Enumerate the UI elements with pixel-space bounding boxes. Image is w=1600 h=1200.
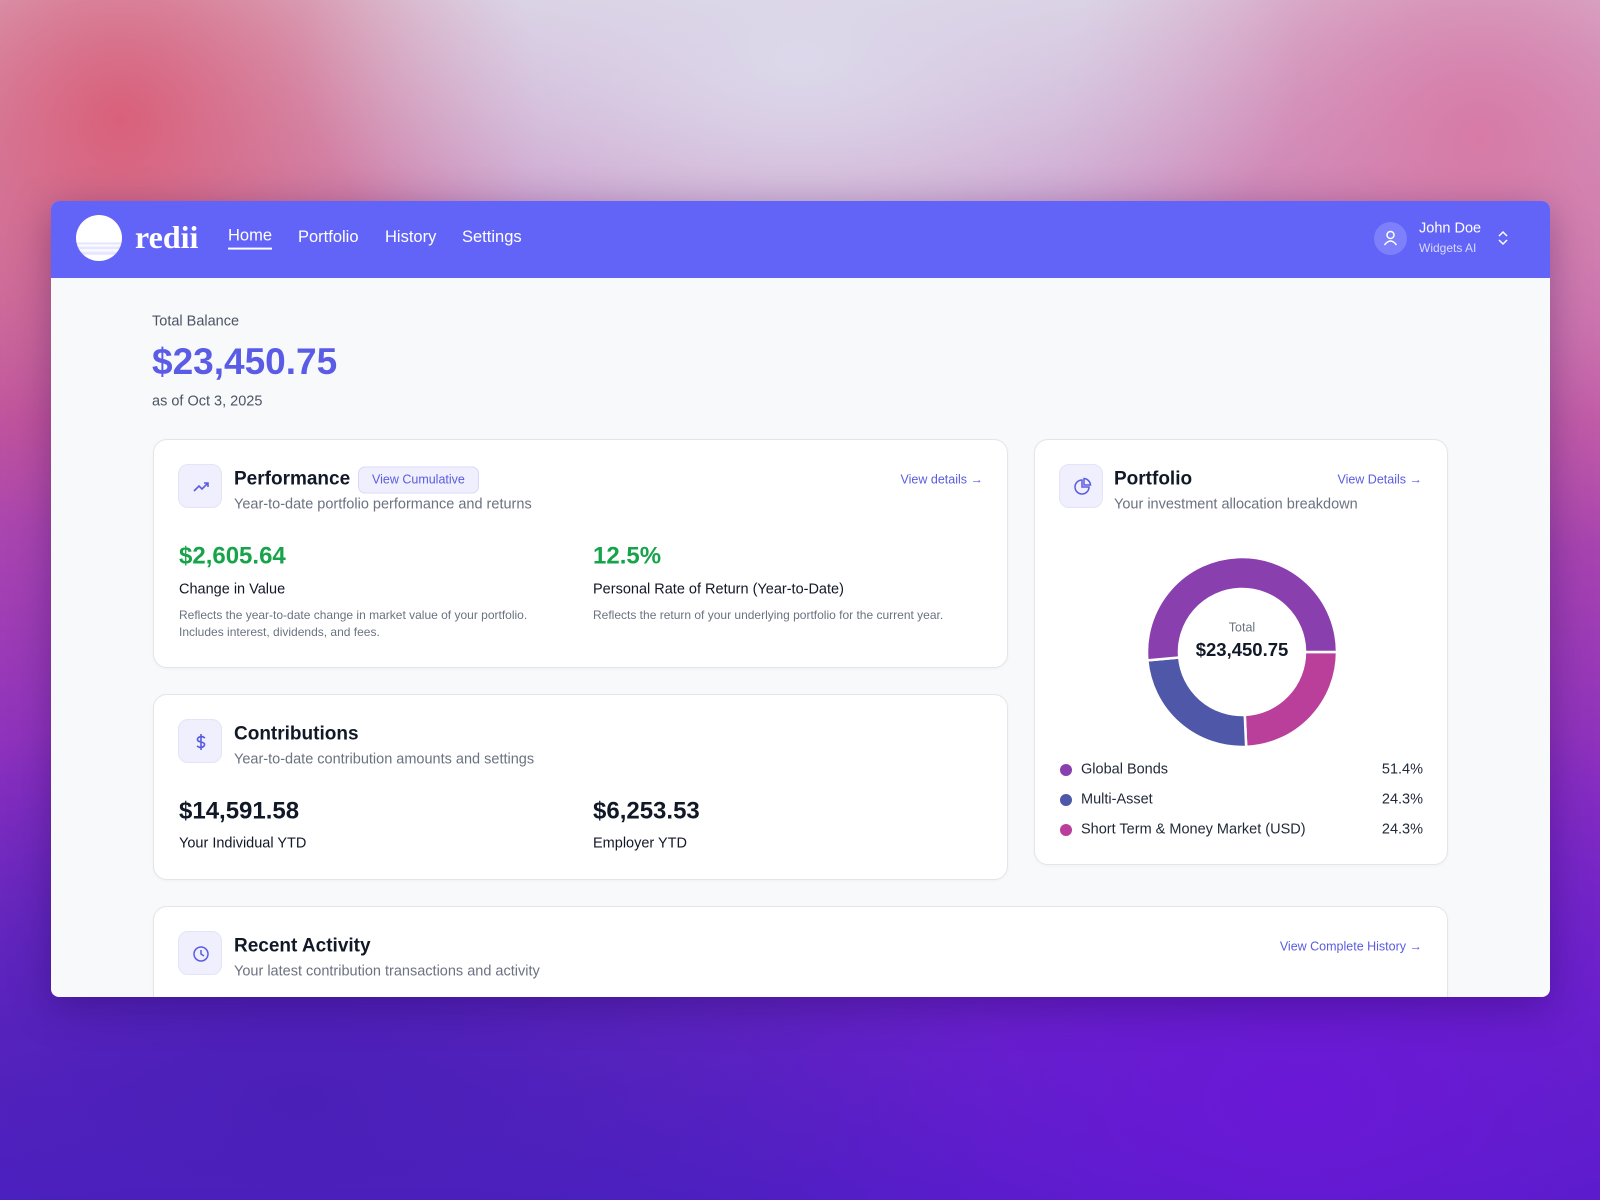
legend-swatch [1060, 824, 1072, 836]
legend-value: 24.3% [1381, 821, 1423, 838]
recent-activity-card: Recent Activity Your latest contribution… [153, 906, 1448, 997]
metric-value: 12.5% [593, 542, 662, 570]
nav-link[interactable]: Home [228, 227, 273, 250]
user-org: Widgets AI [1419, 240, 1477, 255]
nav-link[interactable]: Settings [462, 228, 522, 247]
view-history-link[interactable]: View Complete History → [1279, 939, 1422, 954]
legend-swatch [1060, 764, 1072, 776]
recent-activity-icon [178, 931, 222, 975]
legend-label: Multi-Asset [1081, 791, 1153, 808]
card-title: Performance [234, 468, 351, 490]
user-name[interactable]: John Doe [1419, 220, 1482, 237]
metric-value: $2,605.64 [179, 542, 286, 570]
nav-link[interactable]: History [385, 228, 437, 247]
portfolio-card: Portfolio View Details → Your investment… [1034, 439, 1448, 865]
metric-value: $6,253.53 [593, 797, 700, 825]
logo-mark [76, 215, 122, 261]
legend-label: Global Bonds [1081, 761, 1169, 778]
balance-amount: $23,450.75 [152, 340, 338, 382]
balance-date: as of Oct 3, 2025 [152, 393, 263, 410]
card-title: Portfolio [1114, 468, 1193, 490]
card-subtitle: Year-to-date portfolio performance and r… [234, 496, 532, 513]
metric-label: Employer YTD [593, 835, 688, 852]
legend-label: Short Term & Money Market (USD) [1081, 821, 1306, 838]
metric-value: $14,591.58 [179, 797, 300, 825]
card-subtitle: Year-to-date contribution amounts and se… [234, 751, 535, 768]
legend-value: 51.4% [1381, 761, 1423, 778]
donut-center-value: $23,450.75 [1196, 639, 1289, 660]
balance-label: Total Balance [152, 313, 240, 330]
metric-label: Your Individual YTD [179, 835, 307, 852]
view-details-link[interactable]: View Details → [1337, 472, 1422, 487]
app-window: redii Home Portfolio History Settings Jo… [51, 201, 1550, 997]
donut-center-label: Total [1229, 620, 1255, 634]
metric-description: Reflects the return of your underlying p… [593, 608, 944, 622]
metric-label: Change in Value [179, 581, 286, 598]
legend-value: 24.3% [1381, 791, 1423, 808]
allocation-donut: Total $23,450.75 [1145, 555, 1339, 749]
card-subtitle: Your latest contribution transactions an… [234, 963, 540, 980]
view-details-link[interactable]: View details → [900, 472, 983, 487]
donut-segment [1146, 656, 1248, 749]
donut-segment [1243, 650, 1339, 749]
card-title: Contributions [234, 723, 359, 745]
card-subtitle: Your investment allocation breakdown [1114, 496, 1358, 513]
metric-description: Reflects the year-to-date change in mark… [179, 608, 528, 639]
metric-label: Personal Rate of Return (Year-to-Date) [593, 581, 844, 598]
logo[interactable]: redii [135, 218, 199, 255]
nav-link[interactable]: Portfolio [298, 228, 359, 247]
legend-swatch [1060, 794, 1072, 806]
user-avatar[interactable] [1374, 222, 1407, 255]
contributions-card: Contributions Year-to-date contribution … [153, 694, 1008, 880]
user-menu-chevron[interactable] [1496, 228, 1510, 248]
donut-segment [1145, 555, 1339, 662]
card-title: Recent Activity [234, 935, 371, 957]
portfolio-icon [1059, 464, 1103, 508]
user-icon [1383, 230, 1398, 246]
contributions-icon [178, 719, 222, 763]
top-nav: redii Home Portfolio History Settings Jo… [51, 201, 1550, 278]
view-cumulative-button[interactable]: View Cumulative [358, 466, 479, 494]
performance-icon [178, 464, 222, 508]
performance-card: Performance View Cumulative View details… [153, 439, 1008, 668]
